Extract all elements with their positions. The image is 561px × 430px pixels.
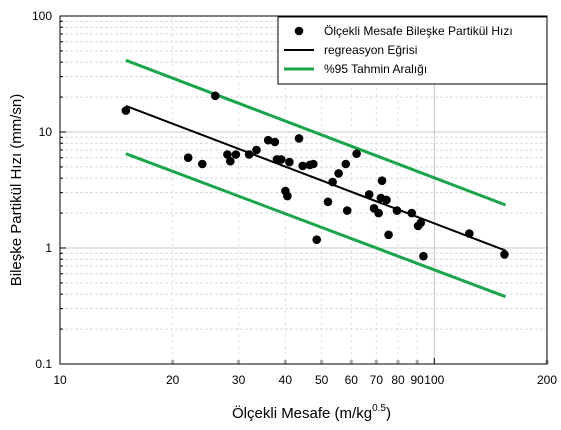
x-axis-label-end: ) <box>386 405 391 422</box>
x-axis-label: Ölçekli Mesafe (m/kg0.5) <box>232 403 391 422</box>
data-point <box>365 190 374 199</box>
legend-label: Ölçekli Mesafe Bileşke Partikül Hızı <box>324 24 513 38</box>
series-line-3 <box>126 154 506 297</box>
data-point <box>334 169 343 178</box>
x-tick-label: 50 <box>315 373 329 387</box>
x-tick-label: 30 <box>232 373 246 387</box>
x-tick-label: 90 <box>411 373 425 387</box>
data-point <box>419 252 428 261</box>
data-point <box>245 150 254 159</box>
y-tick-label: 0.1 <box>35 357 52 371</box>
data-point <box>295 134 304 143</box>
data-point <box>122 106 131 115</box>
data-point <box>184 153 193 162</box>
data-point <box>417 219 426 228</box>
data-point <box>226 157 235 166</box>
data-point <box>407 209 416 218</box>
legend-marker-point <box>295 27 304 36</box>
data-point <box>343 206 352 215</box>
x-tick-label: 60 <box>345 373 359 387</box>
data-point <box>393 206 402 215</box>
x-tick-label: 70 <box>370 373 384 387</box>
legend-label: %95 Tahmin Aralığı <box>324 62 427 76</box>
x-tick-label: 20 <box>166 373 180 387</box>
data-point <box>328 178 337 187</box>
data-point <box>232 150 241 159</box>
data-point <box>252 146 261 155</box>
data-point <box>285 158 294 167</box>
data-point <box>500 250 509 259</box>
y-axis-label: Bileşke Partikül Hızı (mm/sn) <box>8 94 25 287</box>
x-axis-label-main: Ölçekli Mesafe (m/kg <box>232 404 372 422</box>
x-axis-label-superscript: 0.5 <box>372 403 386 414</box>
data-point <box>384 231 393 240</box>
legend-label: regreasyon Eğrisi <box>324 43 417 57</box>
x-tick-label: 100 <box>424 373 444 387</box>
data-point <box>312 235 321 244</box>
data-point <box>352 149 361 158</box>
y-tick-label: 1 <box>45 241 52 255</box>
legend: Ölçekli Mesafe Bileşke Partikül Hızı regr… <box>278 17 547 84</box>
data-point <box>374 209 383 218</box>
data-point <box>342 160 351 169</box>
y-tick-label: 100 <box>32 9 52 23</box>
data-point <box>277 155 286 164</box>
data-point <box>378 176 387 185</box>
data-point <box>211 92 220 101</box>
data-point <box>198 160 207 169</box>
data-point <box>324 198 333 207</box>
data-point <box>271 138 280 147</box>
data-point <box>283 192 292 201</box>
data-point <box>465 229 474 238</box>
x-tick-label: 40 <box>279 373 293 387</box>
x-tick-label: 10 <box>53 373 67 387</box>
data-point <box>309 160 318 169</box>
y-tick-label: 10 <box>39 125 53 139</box>
x-tick-label: 200 <box>537 373 557 387</box>
x-tick-label: 80 <box>391 373 405 387</box>
data-point <box>382 196 391 205</box>
